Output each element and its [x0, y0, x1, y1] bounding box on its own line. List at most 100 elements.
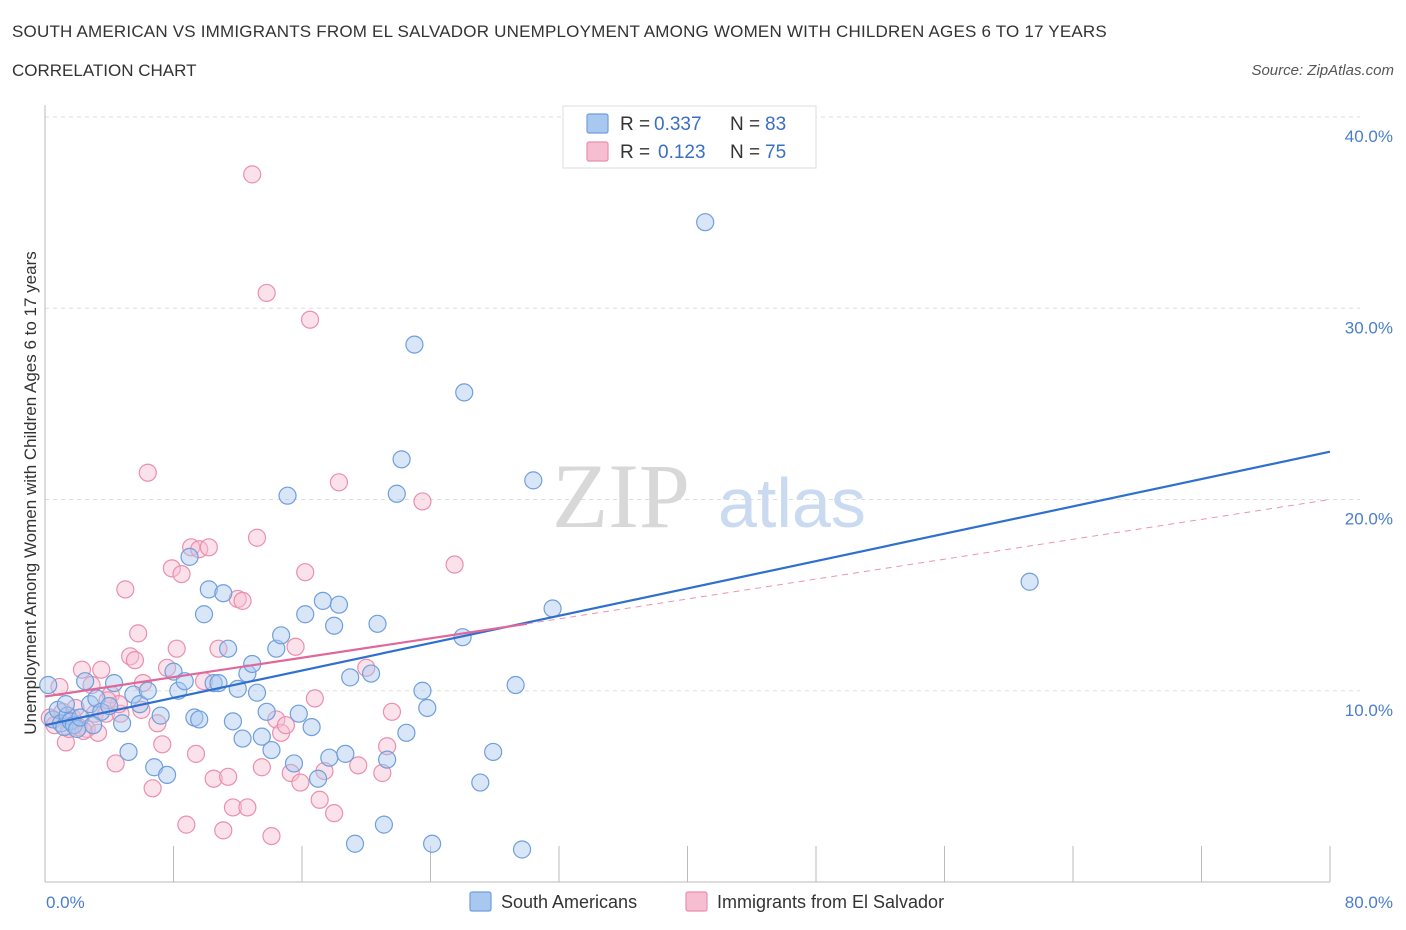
data-point-south-american	[214, 584, 233, 603]
data-point-el-salvador	[286, 637, 305, 656]
data-point-el-salvador	[129, 624, 148, 643]
data-point-south-american	[119, 742, 138, 762]
data-point-south-american	[289, 704, 308, 723]
data-point-el-salvador	[204, 769, 223, 788]
data-point-el-salvador	[305, 689, 324, 708]
data-point-el-salvador	[199, 538, 218, 557]
data-point-el-salvador	[252, 758, 271, 777]
data-point-south-american	[413, 681, 432, 700]
legend-r-label-1: R =	[620, 114, 650, 135]
data-point-el-salvador	[262, 826, 281, 846]
data-point-south-american	[378, 750, 397, 769]
data-point-south-american	[138, 681, 157, 700]
legend-n-label-1: N =	[730, 114, 760, 135]
data-point-el-salvador	[177, 815, 196, 834]
data-point-south-american	[257, 702, 276, 721]
data-point-south-american	[296, 605, 315, 624]
bottom-legend: South Americans Immigrants from El Salva…	[469, 891, 944, 912]
data-point-el-salvador	[291, 773, 310, 792]
data-point-south-american	[223, 712, 243, 731]
data-point-south-american	[104, 673, 124, 693]
data-point-south-american	[484, 742, 503, 762]
data-point-south-american	[341, 668, 360, 687]
trend-lines	[44, 450, 1331, 727]
data-point-el-salvador	[357, 658, 376, 677]
series-el-salvador-points	[40, 165, 464, 846]
legend-swatch-pink	[586, 141, 609, 162]
data-point-south-american	[124, 685, 143, 704]
data-point-south-american	[247, 683, 267, 702]
trend-line-south-americans	[44, 450, 1331, 727]
watermark-atlas: atlas	[718, 464, 866, 542]
data-point-el-salvador	[257, 283, 276, 303]
data-point-south-american	[302, 717, 321, 737]
data-point-south-american	[329, 595, 349, 614]
data-point-south-american	[524, 471, 543, 490]
data-point-south-american	[1020, 572, 1039, 591]
data-point-south-american	[423, 834, 442, 853]
trend-extension-el-salvador	[526, 499, 1331, 625]
data-point-south-american	[190, 710, 209, 729]
data-point-south-american	[506, 675, 525, 695]
data-point-el-salvador	[56, 733, 75, 752]
data-point-south-american	[39, 675, 58, 695]
y-tick-label: 30.0%	[1345, 318, 1393, 337]
data-point-south-american	[345, 834, 365, 853]
data-point-south-american	[278, 486, 297, 505]
data-point-south-american	[405, 335, 424, 354]
data-point-el-salvador	[247, 528, 267, 547]
legend-swatch-blue	[586, 113, 609, 134]
data-point-south-american	[84, 716, 103, 735]
data-point-el-salvador	[373, 763, 392, 783]
data-point-el-salvador	[223, 798, 243, 817]
series-south-americans-points	[39, 213, 1039, 859]
legend-n-label-2: N =	[730, 142, 760, 163]
data-point-south-american	[696, 213, 715, 232]
data-point-el-salvador	[243, 165, 262, 184]
data-point-south-american	[374, 815, 394, 834]
data-point-el-salvador	[310, 790, 329, 809]
x-tick-label: 0.0%	[46, 893, 85, 912]
y-tick-label: 10.0%	[1345, 701, 1393, 720]
data-point-el-salvador	[50, 677, 69, 697]
data-point-south-american	[76, 672, 95, 691]
data-point-el-salvador	[233, 591, 252, 610]
data-point-south-american	[308, 769, 328, 788]
chart-source: Source: ZipAtlas.com	[1251, 62, 1394, 79]
data-point-south-american	[512, 840, 532, 859]
data-point-el-salvador	[138, 463, 157, 482]
data-point-south-american	[262, 740, 281, 760]
legend-r-label-2: R =	[620, 142, 650, 163]
data-point-south-american	[194, 605, 214, 624]
data-point-el-salvador	[116, 580, 135, 599]
bottom-legend-swatch-pink	[685, 891, 708, 912]
legend-r-value-1: 0.337	[654, 114, 702, 135]
data-point-south-american	[272, 626, 291, 645]
data-point-el-salvador	[378, 737, 397, 756]
data-point-south-american	[199, 580, 218, 599]
data-point-el-salvador	[238, 798, 257, 817]
data-point-south-american	[284, 754, 304, 773]
bottom-legend-el-salvador: Immigrants from El Salvador	[717, 892, 944, 912]
data-point-el-salvador	[172, 564, 191, 584]
data-point-el-salvador	[106, 754, 125, 773]
data-point-el-salvador	[153, 735, 172, 754]
data-point-south-american	[157, 765, 177, 785]
data-point-south-american	[361, 664, 381, 683]
data-point-el-salvador	[74, 721, 93, 741]
data-point-south-american	[471, 773, 490, 792]
data-point-south-american	[392, 450, 411, 469]
data-point-el-salvador	[214, 821, 233, 840]
data-point-el-salvador	[72, 660, 92, 679]
data-point-el-salvador	[186, 744, 206, 763]
data-point-el-salvador	[281, 763, 300, 783]
data-point-south-american	[56, 695, 75, 714]
data-point-south-american	[233, 729, 252, 748]
data-point-south-american	[455, 383, 474, 402]
data-point-el-salvador	[300, 310, 320, 329]
data-point-el-salvador	[162, 559, 181, 578]
data-point-south-american	[219, 639, 238, 658]
data-point-el-salvador	[92, 660, 111, 679]
x-tick-label: 80.0%	[1345, 893, 1393, 912]
